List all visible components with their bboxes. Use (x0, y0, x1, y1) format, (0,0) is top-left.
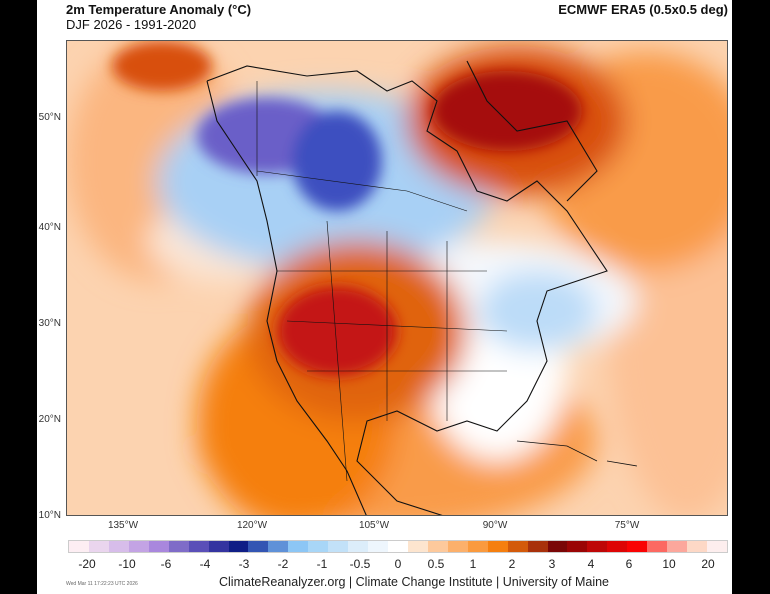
colorbar-swatch (148, 541, 169, 552)
colorbar-swatch (507, 541, 528, 552)
colorbar-swatch (308, 541, 329, 552)
colorbar-swatch (427, 541, 448, 552)
data-source: ECMWF ERA5 (0.5x0.5 deg) (558, 2, 728, 17)
map-title: 2m Temperature Anomaly (°C) (66, 2, 252, 17)
colorbar-swatch (88, 541, 109, 552)
lat-label: 30°N (38, 318, 61, 329)
colorbar-label: 1 (469, 557, 477, 571)
colorbar-label: -20 (78, 557, 96, 571)
colorbar-label: -1 (316, 557, 328, 571)
caribbean-islands (516, 440, 638, 467)
colorbar-label: -6 (160, 557, 172, 571)
colorbar-swatch (228, 541, 249, 552)
colorbar-label: 6 (625, 557, 633, 571)
credit-line: ClimateReanalyzer.org | Climate Change I… (219, 575, 609, 589)
lat-label: 20°N (38, 414, 61, 425)
hot-core-greenland (432, 71, 582, 151)
colorbar-swatch (368, 541, 388, 552)
colorbar-swatch (168, 541, 189, 552)
colorbar-swatch (208, 541, 229, 552)
colorbar-swatch (587, 541, 608, 552)
colorbar-swatch (667, 541, 688, 552)
colorbar-swatch (707, 541, 727, 552)
map-subtitle: DJF 2026 - 1991-2020 (66, 17, 197, 32)
borders (256, 81, 508, 482)
colorbar-swatch (188, 541, 209, 552)
colorbar-swatch (248, 541, 269, 552)
colorbar-swatch (407, 541, 428, 552)
colorbar-label: 10 (662, 557, 676, 571)
colorbar-swatch (128, 541, 149, 552)
lon-label: 75°W (614, 520, 640, 531)
colorbar (68, 540, 728, 553)
lon-label: 105°W (358, 520, 390, 531)
colorbar-label: -3 (238, 557, 250, 571)
page: 2m Temperature Anomaly (°C) DJF 2026 - 1… (37, 0, 732, 594)
anomaly-field (67, 41, 727, 515)
colorbar-label: 0 (394, 557, 402, 571)
colorbar-label: -4 (199, 557, 211, 571)
cool-region-east (477, 271, 597, 351)
colorbar-swatch (527, 541, 548, 552)
colorbar-swatch (288, 541, 309, 552)
colorbar-swatch (487, 541, 508, 552)
colorbar-label: 0.5 (427, 557, 445, 571)
hot-core-arctic (112, 41, 212, 91)
colorbar-swatch (328, 541, 349, 552)
colorbar-swatch (108, 541, 129, 552)
colorbar-swatch (69, 541, 89, 552)
colorbar-swatch (348, 541, 369, 552)
colorbar-label: 2 (508, 557, 516, 571)
colorbar-swatch (627, 541, 648, 552)
colorbar-label: 20 (701, 557, 715, 571)
colorbar-swatch (687, 541, 707, 552)
timestamp: Wed Mar 11 17:22:23 UTC 2026 (66, 581, 138, 587)
colorbar-swatch (467, 541, 488, 552)
anomaly-map (66, 40, 728, 516)
lon-label: 120°W (236, 520, 268, 531)
colorbar-label: 3 (548, 557, 556, 571)
colorbar-swatch (567, 541, 588, 552)
hot-core-rockies (277, 286, 397, 376)
colorbar-label: 4 (587, 557, 595, 571)
colorbar-swatch (268, 541, 289, 552)
colorbar-label: -2 (277, 557, 289, 571)
lat-label: 40°N (38, 222, 61, 233)
lon-label: 135°W (107, 520, 139, 531)
colorbar-label: -10 (118, 557, 136, 571)
colorbar-swatch (388, 541, 408, 552)
colorbar-swatch (547, 541, 568, 552)
lat-label: 10°N (38, 510, 61, 521)
lat-label: 50°N (38, 112, 61, 123)
colorbar-swatch (607, 541, 628, 552)
lon-label: 90°W (482, 520, 508, 531)
cold-core-prairies (292, 111, 382, 211)
colorbar-swatch (447, 541, 468, 552)
colorbar-swatch (647, 541, 668, 552)
coastline (206, 60, 608, 515)
colorbar-label: -0.5 (349, 557, 371, 571)
